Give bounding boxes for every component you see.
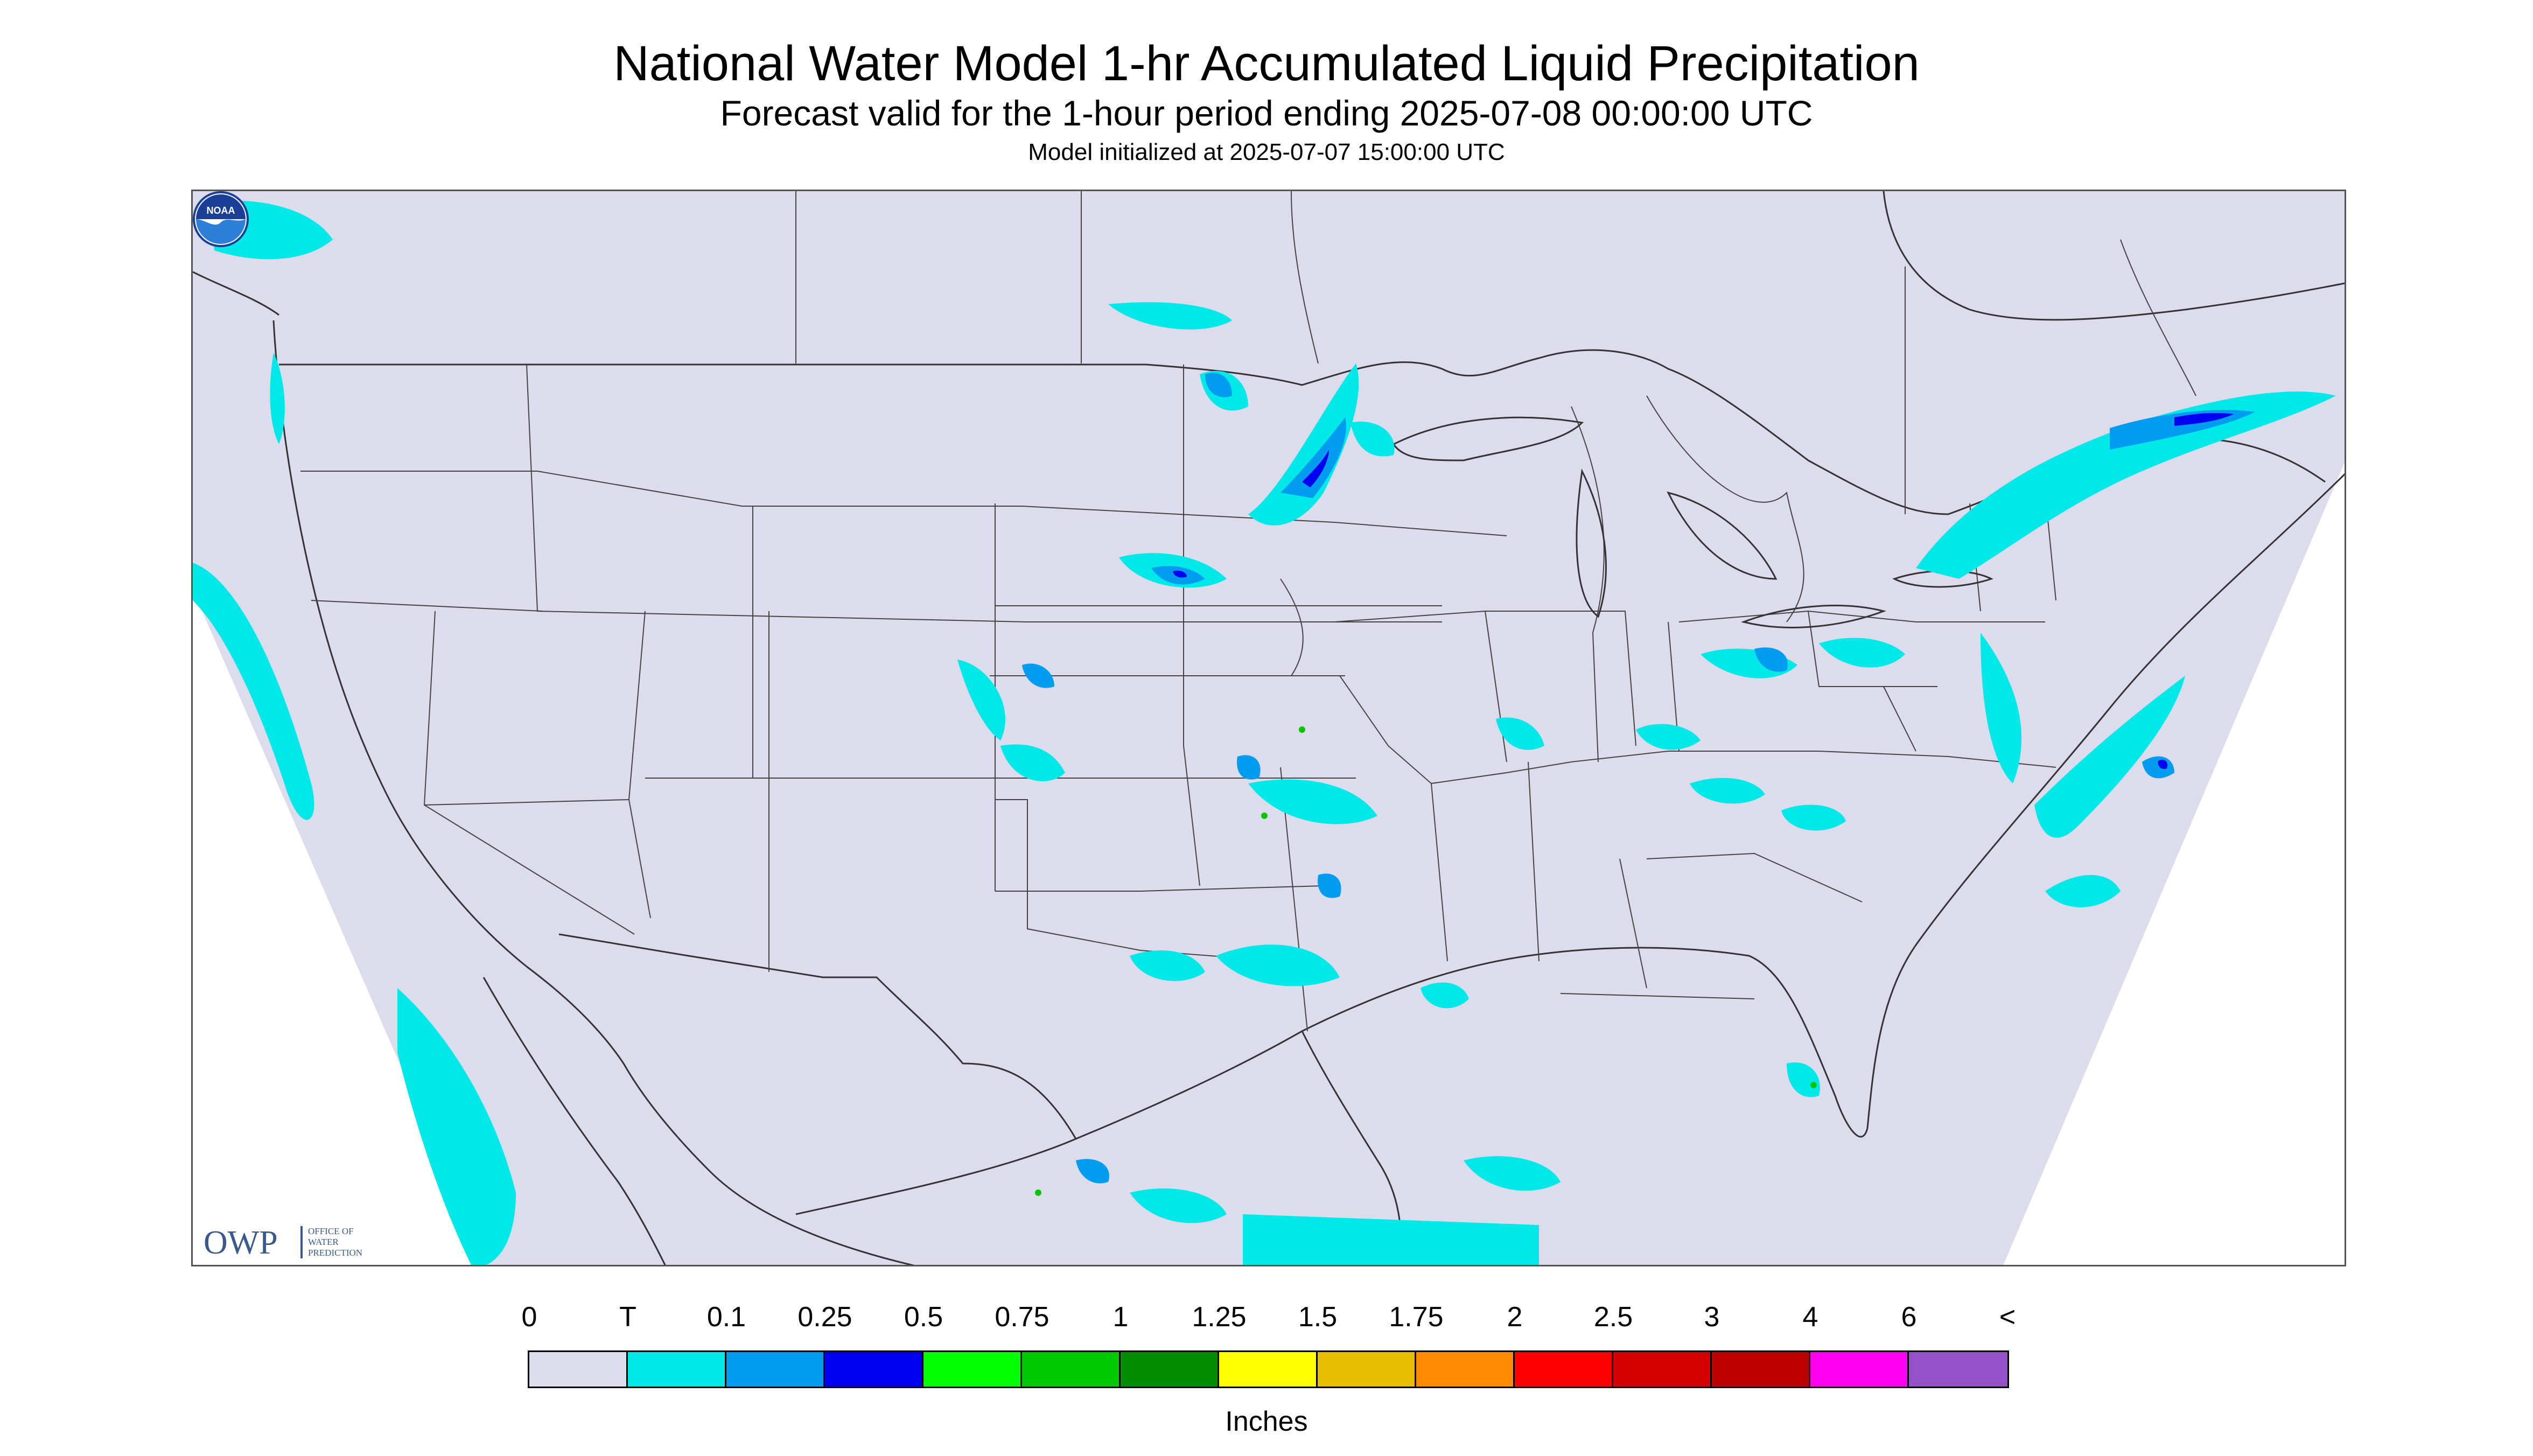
legend-tick-label: T bbox=[619, 1301, 636, 1333]
color-legend-bar bbox=[528, 1350, 2009, 1388]
owp-logo-letters: OWP bbox=[204, 1224, 278, 1261]
legend-swatch bbox=[1515, 1352, 1613, 1387]
legend-tick-label: < bbox=[1999, 1301, 2016, 1333]
model-init-label: Model initialized at 2025-07-07 15:00:00… bbox=[1028, 139, 1505, 165]
legend-tick-label: 1.75 bbox=[1389, 1301, 1444, 1333]
legend-swatch bbox=[726, 1352, 825, 1387]
precipitation-map: OWP Office of Water Prediction NOAA bbox=[191, 190, 2346, 1266]
legend-tick-label: 6 bbox=[1901, 1301, 1917, 1333]
precip-heavy bbox=[1035, 726, 1817, 1196]
legend-swatch bbox=[923, 1352, 1022, 1387]
legend-tick-label: 3 bbox=[1704, 1301, 1720, 1333]
owp-logo-text: Office of Water Prediction bbox=[300, 1226, 378, 1258]
owp-logo: OWP Office of Water Prediction bbox=[204, 1224, 381, 1262]
legend-tick-label: 2.5 bbox=[1593, 1301, 1633, 1333]
legend-units-label: Inches bbox=[1225, 1406, 1308, 1437]
precip-moderate bbox=[1173, 413, 2234, 769]
legend-tick-label: 0.1 bbox=[706, 1301, 746, 1333]
legend-tick-label: 0.75 bbox=[995, 1301, 1049, 1333]
legend-tick-label: 2 bbox=[1507, 1301, 1523, 1333]
precip-light bbox=[1022, 373, 2255, 1184]
coastline bbox=[193, 191, 2345, 1265]
legend-swatch bbox=[1416, 1352, 1515, 1387]
legend-swatch bbox=[1318, 1352, 1416, 1387]
legend-swatch bbox=[1909, 1352, 2007, 1387]
legend-swatch bbox=[1712, 1352, 1810, 1387]
legend-swatch bbox=[529, 1352, 628, 1387]
map-subtitle: Forecast valid for the 1-hour period end… bbox=[720, 93, 1813, 133]
great-lakes bbox=[1392, 416, 1993, 628]
legend-swatch bbox=[1613, 1352, 1712, 1387]
state-boundaries bbox=[300, 191, 2196, 1032]
legend-tick-label: 0.5 bbox=[904, 1301, 943, 1333]
map-canvas bbox=[193, 191, 2345, 1265]
legend-tick-label: 1 bbox=[1112, 1301, 1129, 1333]
legend-tick-label: 0 bbox=[521, 1301, 537, 1333]
legend-swatch bbox=[825, 1352, 923, 1387]
legend-swatch bbox=[1022, 1352, 1121, 1387]
noaa-logo: NOAA bbox=[193, 191, 249, 247]
noaa-logo-text: NOAA bbox=[207, 205, 235, 216]
legend-swatch bbox=[1219, 1352, 1318, 1387]
legend-swatch bbox=[628, 1352, 726, 1387]
legend-swatch bbox=[1121, 1352, 1219, 1387]
model-domain bbox=[193, 191, 2345, 1265]
map-title: National Water Model 1-hr Accumulated Li… bbox=[613, 36, 1920, 91]
legend-tick-label: 0.25 bbox=[797, 1301, 852, 1333]
legend-tick-label: 1.25 bbox=[1192, 1301, 1247, 1333]
legend-tick-label: 4 bbox=[1802, 1301, 1818, 1333]
legend-tick-label: 1.5 bbox=[1298, 1301, 1338, 1333]
legend-swatch bbox=[1810, 1352, 1909, 1387]
